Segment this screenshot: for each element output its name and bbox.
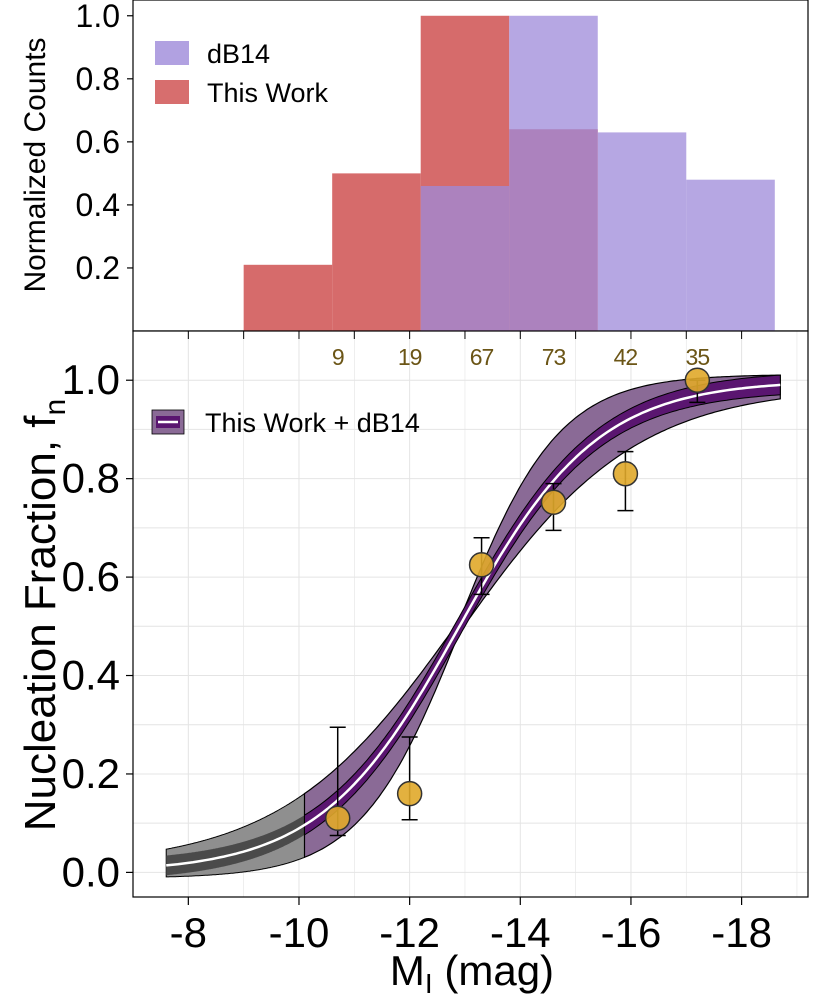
x-tick-label: -10	[269, 909, 330, 956]
fit-bands	[165, 374, 781, 878]
histogram-legend: dB14 This Work	[155, 39, 329, 108]
legend-swatch-db14	[155, 41, 189, 65]
data-point	[540, 489, 567, 516]
nucleation-frame	[132, 330, 809, 898]
x-tick-label: -14	[490, 909, 551, 956]
bin-count-label: 9	[332, 344, 344, 370]
bin-count-label: 73	[542, 344, 566, 370]
y-label-sub: n	[39, 399, 72, 416]
bin-count-label: 67	[470, 344, 494, 370]
y-label-main: Nucleation Fraction, f	[16, 415, 65, 832]
data-point	[324, 805, 351, 832]
histogram-bar-this-work-1	[332, 173, 421, 331]
y-tick-label: 0.4	[62, 652, 120, 699]
histogram-y-tick-label: 1.0	[76, 0, 120, 34]
nucleation-x-ticks: -8 -10 -12 -14 -16 -18	[170, 897, 772, 956]
x-label-main: M	[390, 947, 425, 994]
histogram-bars	[243, 15, 775, 332]
bin-count-label: 42	[614, 344, 638, 370]
fit-band-inner	[304, 374, 781, 836]
x-tick-label: -18	[711, 909, 772, 956]
histogram-panel: 0.2 0.4 0.6 0.8 1.0 Normalized Counts dB14 T…	[19, 0, 809, 332]
nucleation-panel: 9 19 67 73 42 35 -8 -10 -12 -14 -16 -18 0.00.20.40…	[16, 330, 809, 999]
histogram-y-axis-label: Normalized Counts	[19, 37, 52, 292]
data-point	[684, 367, 711, 393]
histogram-bar-db14-2	[420, 185, 510, 331]
nucleation-legend: This Work + dB14	[151, 408, 420, 438]
histogram-y-tick-label: 0.8	[76, 61, 120, 97]
nucleation-y-ticks: 0.0 0.2 0.4 0.6 0.8 1.0	[62, 356, 133, 895]
nucleation-x-axis-label: MI (mag)	[390, 947, 554, 999]
x-tick-label: -12	[379, 909, 440, 956]
histogram-y-tick-label: 0.6	[76, 124, 120, 160]
histogram-y-ticks: 0.2 0.4 0.6 0.8 1.0	[76, 0, 133, 286]
x-tick-label: -16	[601, 909, 662, 956]
bin-count-labels: 9 19 67 73 42 35	[187, 331, 743, 370]
y-tick-label: 0.2	[62, 750, 120, 797]
histogram-bar-db14-4	[597, 132, 687, 331]
data-point	[468, 552, 495, 578]
nucleation-y-axis-label: Nucleation Fraction, fn	[16, 399, 72, 831]
bin-count-label: 19	[398, 344, 422, 370]
histogram-bar-db14-5	[686, 179, 775, 331]
legend-swatch-this-work	[155, 80, 189, 104]
data-points	[324, 367, 711, 837]
legend-label-this-work: This Work	[207, 78, 329, 108]
legend-label-fit: This Work + dB14	[205, 408, 420, 438]
legend-label-db14: dB14	[207, 39, 270, 69]
histogram-bar-db14-3	[509, 15, 598, 332]
histogram-bar-this-work-0	[243, 264, 333, 331]
x-label-suffix: (mag)	[433, 947, 554, 994]
data-point	[612, 460, 639, 487]
data-point	[396, 780, 423, 807]
fit-line	[166, 383, 781, 867]
y-tick-label: 0.6	[62, 553, 120, 600]
histogram-y-tick-label: 0.2	[76, 250, 120, 286]
bin-count-label: 35	[686, 344, 710, 370]
y-tick-label: 1.0	[62, 356, 120, 403]
histogram-y-tick-label: 0.4	[76, 187, 120, 223]
y-tick-label: 0.8	[62, 455, 120, 502]
x-tick-label: -8	[170, 909, 207, 956]
x-label-sub: I	[425, 968, 433, 999]
y-tick-label: 0.0	[62, 848, 120, 895]
